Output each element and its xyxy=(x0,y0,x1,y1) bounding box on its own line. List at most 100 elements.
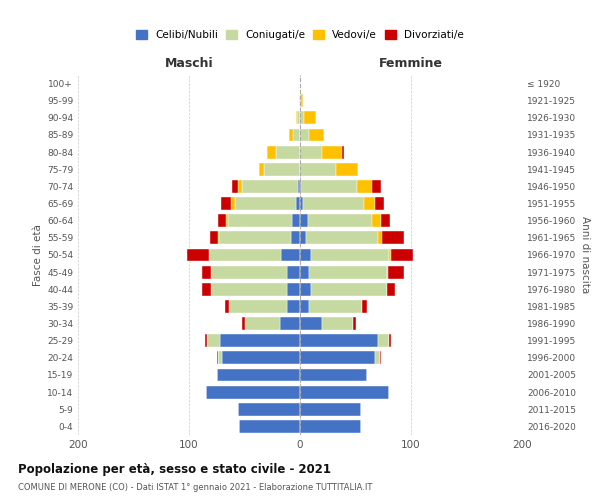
Bar xyxy=(292,214,300,227)
Text: Femmine: Femmine xyxy=(379,57,443,70)
Bar xyxy=(300,386,389,398)
Bar xyxy=(221,197,231,210)
Bar xyxy=(209,248,281,262)
Bar xyxy=(217,352,218,364)
Bar xyxy=(311,248,389,262)
Bar xyxy=(386,283,395,296)
Bar xyxy=(300,180,301,193)
Bar xyxy=(378,232,382,244)
Bar xyxy=(304,112,316,124)
Bar xyxy=(281,248,300,262)
Bar xyxy=(205,334,207,347)
Bar xyxy=(335,163,358,175)
Bar xyxy=(309,266,386,278)
Bar xyxy=(245,317,280,330)
Bar xyxy=(300,112,304,124)
Bar xyxy=(300,94,301,107)
Bar xyxy=(364,197,376,210)
Bar xyxy=(296,197,300,210)
Bar xyxy=(218,214,226,227)
Bar xyxy=(218,352,223,364)
Bar xyxy=(287,266,300,278)
Bar xyxy=(207,334,220,347)
Bar xyxy=(259,163,265,175)
Bar xyxy=(223,352,300,364)
Bar xyxy=(287,300,300,313)
Bar xyxy=(301,94,304,107)
Text: COMUNE DI MERONE (CO) - Dati ISTAT 1° gennaio 2021 - Elaborazione TUTTITALIA.IT: COMUNE DI MERONE (CO) - Dati ISTAT 1° ge… xyxy=(18,484,373,492)
Bar xyxy=(391,248,413,262)
Bar xyxy=(386,266,388,278)
Bar xyxy=(380,352,381,364)
Bar xyxy=(300,334,378,347)
Bar xyxy=(300,128,309,141)
Bar xyxy=(376,197,385,210)
Bar xyxy=(300,266,309,278)
Bar xyxy=(356,180,372,193)
Bar xyxy=(231,197,235,210)
Bar xyxy=(300,214,308,227)
Bar xyxy=(187,248,209,262)
Bar xyxy=(202,283,211,296)
Bar xyxy=(217,368,300,382)
Bar xyxy=(235,197,296,210)
Bar xyxy=(289,128,293,141)
Bar xyxy=(287,283,300,296)
Bar xyxy=(275,146,300,158)
Bar xyxy=(228,214,292,227)
Bar xyxy=(299,94,300,107)
Bar xyxy=(239,420,300,433)
Bar xyxy=(305,232,378,244)
Bar xyxy=(372,180,381,193)
Bar xyxy=(309,300,362,313)
Bar xyxy=(202,266,211,278)
Legend: Celibi/Nubili, Coniugati/e, Vedovi/e, Divorziati/e: Celibi/Nubili, Coniugati/e, Vedovi/e, Di… xyxy=(136,30,464,40)
Bar xyxy=(342,146,344,158)
Bar xyxy=(291,232,300,244)
Bar xyxy=(266,146,275,158)
Bar xyxy=(300,248,311,262)
Bar xyxy=(382,232,404,244)
Bar xyxy=(210,232,218,244)
Bar xyxy=(308,214,372,227)
Bar xyxy=(242,317,245,330)
Y-axis label: Anni di nascita: Anni di nascita xyxy=(580,216,590,294)
Bar xyxy=(293,128,300,141)
Bar xyxy=(238,403,300,415)
Bar xyxy=(300,403,361,415)
Bar xyxy=(322,317,353,330)
Bar xyxy=(300,317,322,330)
Bar xyxy=(362,300,367,313)
Text: Popolazione per età, sesso e stato civile - 2021: Popolazione per età, sesso e stato civil… xyxy=(18,462,331,475)
Bar xyxy=(309,128,325,141)
Bar xyxy=(296,112,300,124)
Bar xyxy=(301,180,356,193)
Bar xyxy=(388,266,404,278)
Bar xyxy=(381,214,390,227)
Bar xyxy=(218,232,219,244)
Bar xyxy=(298,180,300,193)
Bar xyxy=(211,266,287,278)
Bar xyxy=(226,214,228,227)
Bar xyxy=(300,283,311,296)
Bar xyxy=(300,352,376,364)
Bar xyxy=(322,146,342,158)
Bar xyxy=(376,352,380,364)
Bar xyxy=(280,317,300,330)
Bar xyxy=(219,232,291,244)
Bar xyxy=(389,248,391,262)
Bar xyxy=(311,283,386,296)
Bar xyxy=(300,146,322,158)
Text: Maschi: Maschi xyxy=(164,57,214,70)
Bar xyxy=(378,334,389,347)
Bar xyxy=(265,163,300,175)
Bar xyxy=(300,368,367,382)
Bar xyxy=(211,283,287,296)
Bar xyxy=(232,180,238,193)
Bar xyxy=(304,197,364,210)
Bar xyxy=(238,180,242,193)
Bar xyxy=(242,180,298,193)
Bar xyxy=(300,232,305,244)
Bar xyxy=(300,197,304,210)
Bar xyxy=(300,163,335,175)
